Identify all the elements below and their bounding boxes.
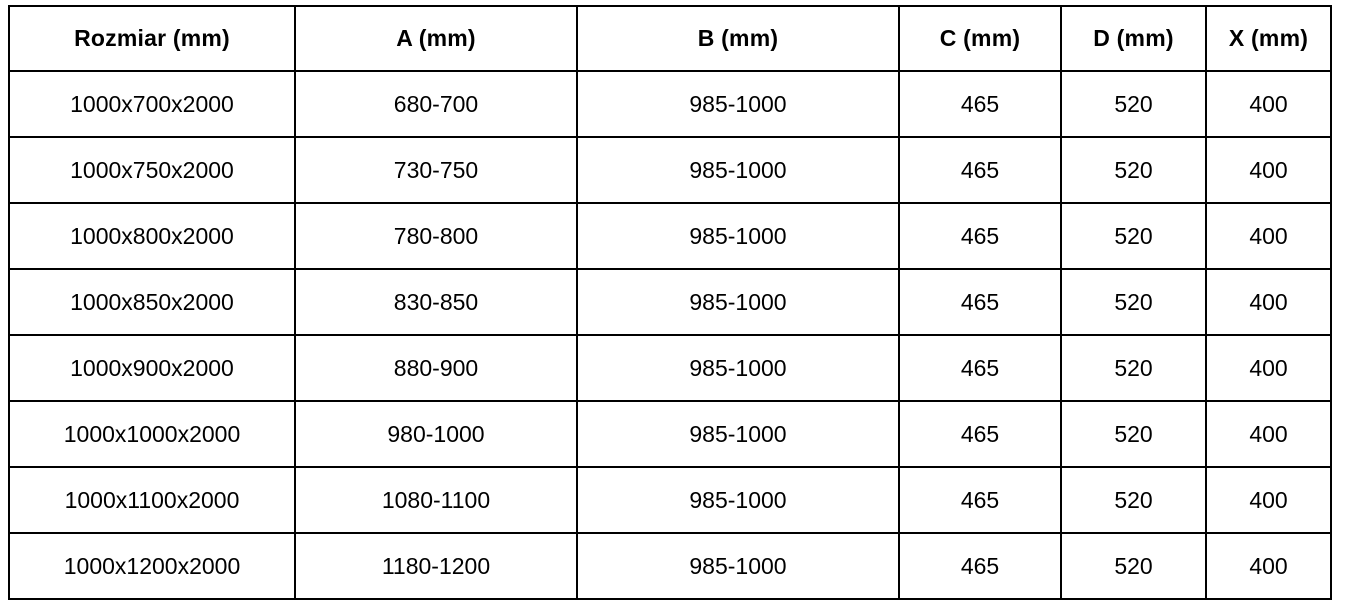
cell-x: 400 — [1205, 532, 1332, 600]
cell-b: 985-1000 — [576, 70, 900, 138]
table-header-row: Rozmiar (mm) A (mm) B (mm) C (mm) D (mm)… — [8, 5, 1332, 72]
cell-c: 465 — [898, 532, 1062, 600]
cell-a: 830-850 — [294, 268, 578, 336]
cell-c: 465 — [898, 136, 1062, 204]
table-row: 1000x1000x2000 980-1000 985-1000 465 520… — [8, 400, 1332, 468]
cell-d: 520 — [1060, 70, 1207, 138]
cell-c: 465 — [898, 466, 1062, 534]
cell-size: 1000x1000x2000 — [8, 400, 296, 468]
cell-a: 730-750 — [294, 136, 578, 204]
table-row: 1000x700x2000 680-700 985-1000 465 520 4… — [8, 70, 1332, 138]
cell-x: 400 — [1205, 400, 1332, 468]
cell-x: 400 — [1205, 268, 1332, 336]
cell-b: 985-1000 — [576, 466, 900, 534]
cell-d: 520 — [1060, 466, 1207, 534]
table-header: Rozmiar (mm) A (mm) B (mm) C (mm) D (mm)… — [8, 5, 1332, 72]
cell-size: 1000x850x2000 — [8, 268, 296, 336]
cell-b: 985-1000 — [576, 334, 900, 402]
cell-a: 1080-1100 — [294, 466, 578, 534]
cell-b: 985-1000 — [576, 532, 900, 600]
cell-x: 400 — [1205, 70, 1332, 138]
cell-d: 520 — [1060, 532, 1207, 600]
cell-a: 680-700 — [294, 70, 578, 138]
cell-x: 400 — [1205, 202, 1332, 270]
cell-x: 400 — [1205, 136, 1332, 204]
cell-d: 520 — [1060, 334, 1207, 402]
cell-x: 400 — [1205, 334, 1332, 402]
cell-d: 520 — [1060, 268, 1207, 336]
cell-a: 980-1000 — [294, 400, 578, 468]
table-row: 1000x1200x2000 1180-1200 985-1000 465 52… — [8, 532, 1332, 600]
column-header-b: B (mm) — [576, 5, 900, 72]
cell-d: 520 — [1060, 400, 1207, 468]
cell-a: 1180-1200 — [294, 532, 578, 600]
cell-d: 520 — [1060, 136, 1207, 204]
cell-size: 1000x700x2000 — [8, 70, 296, 138]
cell-d: 520 — [1060, 202, 1207, 270]
cell-c: 465 — [898, 334, 1062, 402]
column-header-d: D (mm) — [1060, 5, 1207, 72]
cell-size: 1000x800x2000 — [8, 202, 296, 270]
column-header-a: A (mm) — [294, 5, 578, 72]
cell-c: 465 — [898, 400, 1062, 468]
table-row: 1000x800x2000 780-800 985-1000 465 520 4… — [8, 202, 1332, 270]
cell-size: 1000x1100x2000 — [8, 466, 296, 534]
cell-a: 880-900 — [294, 334, 578, 402]
cell-size: 1000x900x2000 — [8, 334, 296, 402]
cell-b: 985-1000 — [576, 400, 900, 468]
cell-c: 465 — [898, 268, 1062, 336]
cell-b: 985-1000 — [576, 268, 900, 336]
column-header-size: Rozmiar (mm) — [8, 5, 296, 72]
cell-size: 1000x1200x2000 — [8, 532, 296, 600]
cell-b: 985-1000 — [576, 136, 900, 204]
cell-x: 400 — [1205, 466, 1332, 534]
column-header-c: C (mm) — [898, 5, 1062, 72]
cell-a: 780-800 — [294, 202, 578, 270]
cell-c: 465 — [898, 202, 1062, 270]
table-row: 1000x1100x2000 1080-1100 985-1000 465 52… — [8, 466, 1332, 534]
cell-size: 1000x750x2000 — [8, 136, 296, 204]
table-row: 1000x750x2000 730-750 985-1000 465 520 4… — [8, 136, 1332, 204]
table-row: 1000x900x2000 880-900 985-1000 465 520 4… — [8, 334, 1332, 402]
cell-b: 985-1000 — [576, 202, 900, 270]
cell-c: 465 — [898, 70, 1062, 138]
table-body: 1000x700x2000 680-700 985-1000 465 520 4… — [8, 70, 1332, 600]
column-header-x: X (mm) — [1205, 5, 1332, 72]
table-row: 1000x850x2000 830-850 985-1000 465 520 4… — [8, 268, 1332, 336]
dimensions-table: Rozmiar (mm) A (mm) B (mm) C (mm) D (mm)… — [8, 5, 1332, 600]
